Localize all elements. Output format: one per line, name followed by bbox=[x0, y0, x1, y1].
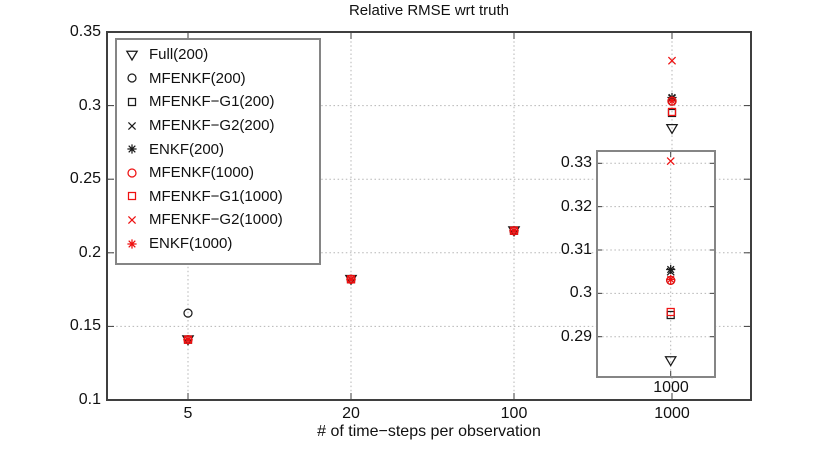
y-tick-label: 0.15 bbox=[69, 317, 101, 334]
inset-x-tick-label: 1000 bbox=[653, 379, 689, 396]
x-icon bbox=[127, 215, 137, 224]
circle-icon bbox=[127, 168, 137, 178]
marker-ENKF(1000) bbox=[183, 335, 193, 345]
x-tick-label: 20 bbox=[342, 405, 360, 422]
marker-MFENKF-G2(1000) bbox=[667, 56, 677, 65]
x-icon bbox=[127, 121, 137, 130]
legend-label: ENKF(200) bbox=[149, 140, 225, 158]
legend-item-enkf-200: ENKF(200) bbox=[117, 137, 319, 161]
y-tick-label: 0.25 bbox=[69, 170, 101, 187]
legend-box: Full(200) MFENKF(200) MFENKF−G1(200) MFE… bbox=[115, 38, 321, 265]
legend-label: MFENKF−G1(200) bbox=[149, 93, 275, 111]
x-axis-label: # of time−steps per observation bbox=[317, 423, 541, 440]
inset-box bbox=[596, 150, 716, 378]
x-marker-icon bbox=[127, 121, 137, 130]
legend-item-mfenkf-g1-1000: MFENKF−G1(1000) bbox=[117, 185, 319, 209]
inset-marker-Full(200) bbox=[664, 356, 677, 367]
chart-title: Relative RMSE wrt truth bbox=[348, 2, 510, 19]
marker-MFENKF(200) bbox=[183, 308, 193, 318]
legend-label: MFENKF−G2(1000) bbox=[149, 211, 283, 229]
legend-label: MFENKF(1000) bbox=[149, 164, 255, 182]
asterisk-marker-icon bbox=[127, 238, 137, 249]
inset-marker-MFENKF-G2(1000) bbox=[666, 157, 675, 166]
marker-MFENKF-G1(1000) bbox=[667, 107, 677, 117]
legend-label: Full(200) bbox=[149, 46, 209, 64]
marker-ENKF(1000) bbox=[509, 226, 519, 236]
axes-box bbox=[106, 31, 752, 401]
inset-y-tick-label: 0.3 bbox=[569, 284, 592, 302]
inset-y-tick-label: 0.33 bbox=[560, 154, 592, 172]
legend-item-mfenkf-g2-200: MFENKF−G2(200) bbox=[117, 114, 319, 138]
legend-item-mfenkf-g1-200: MFENKF−G1(200) bbox=[117, 90, 319, 114]
square-marker-icon bbox=[127, 97, 137, 107]
legend-item-full-200: Full(200) bbox=[117, 43, 319, 67]
marker-Full(200) bbox=[665, 123, 679, 135]
inset-marker-ENKF(200) bbox=[666, 264, 676, 275]
legend-item-mfenkf-200: MFENKF(200) bbox=[117, 67, 319, 91]
inset-marker-MFENKF-G1(1000) bbox=[666, 307, 675, 317]
marker-ENKF(1000) bbox=[346, 274, 356, 284]
x-tick-label: 100 bbox=[500, 405, 528, 422]
triangle-down-icon bbox=[125, 50, 139, 62]
square-icon bbox=[127, 97, 137, 107]
y-tick-label: 0.35 bbox=[69, 23, 101, 40]
inset-y-tick-label: 0.29 bbox=[560, 327, 592, 345]
inset-y-tick-label: 0.31 bbox=[560, 241, 592, 258]
inset-y-tick-label: 0.32 bbox=[560, 197, 592, 215]
marker-ENKF(1000) bbox=[667, 96, 677, 106]
asterisk-marker-icon bbox=[127, 144, 137, 154]
y-tick-label: 0.2 bbox=[78, 243, 101, 261]
asterisk-icon bbox=[127, 144, 137, 154]
legend-label: MFENKF−G2(200) bbox=[149, 117, 275, 135]
legend-label: MFENKF−G1(1000) bbox=[149, 187, 283, 205]
legend-item-mfenkf-g2-1000: MFENKF−G2(1000) bbox=[117, 208, 319, 232]
x-tick-label: 5 bbox=[183, 405, 193, 422]
legend-item-mfenkf-1000: MFENKF(1000) bbox=[117, 161, 319, 185]
legend-item-enkf-1000: ENKF(1000) bbox=[117, 232, 319, 256]
triangle-down-marker-icon bbox=[125, 50, 139, 62]
circle-marker-icon bbox=[127, 168, 137, 178]
square-icon bbox=[127, 192, 137, 201]
asterisk-icon bbox=[127, 238, 137, 249]
inset-marker-ENKF(1000) bbox=[666, 274, 676, 285]
x-tick-label: 1000 bbox=[654, 405, 690, 422]
circle-icon bbox=[127, 73, 137, 84]
square-marker-icon bbox=[127, 192, 137, 201]
circle-marker-icon bbox=[127, 73, 137, 84]
legend-label: MFENKF(200) bbox=[149, 69, 246, 87]
y-tick-label: 0.1 bbox=[78, 390, 101, 408]
legend-label: ENKF(1000) bbox=[149, 235, 233, 253]
y-tick-label: 0.3 bbox=[78, 96, 101, 114]
x-marker-icon bbox=[127, 215, 137, 224]
